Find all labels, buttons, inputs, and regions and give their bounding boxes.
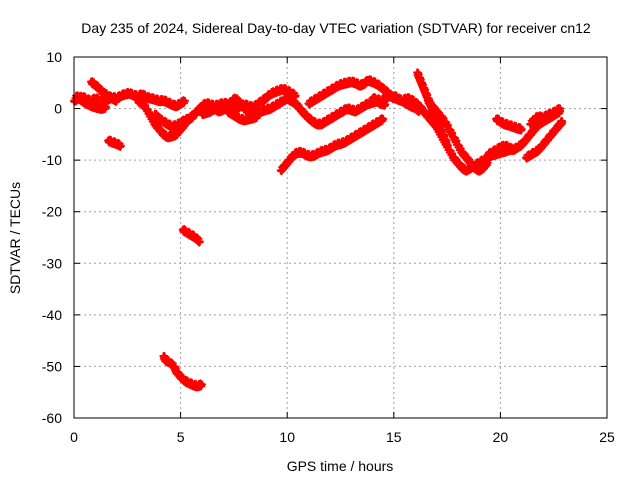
data-point xyxy=(116,141,126,150)
x-tick-label: 10 xyxy=(279,429,295,445)
series-arc-8 xyxy=(159,351,207,392)
data-point xyxy=(379,114,388,123)
data-point xyxy=(180,96,189,105)
data-point xyxy=(197,380,207,389)
y-tick-label: 10 xyxy=(46,49,62,65)
x-tick-label: 15 xyxy=(386,429,402,445)
series-arc-4 xyxy=(104,135,126,151)
y-tick-label: -20 xyxy=(42,204,62,220)
series-arc-12 xyxy=(276,114,388,176)
data-point xyxy=(555,104,565,113)
data-series xyxy=(69,68,567,392)
series-arc-6 xyxy=(150,109,198,132)
series-arc-7 xyxy=(178,225,204,247)
data-point xyxy=(517,125,526,134)
series-arc-11 xyxy=(223,106,262,126)
series-arc-22 xyxy=(526,103,565,129)
data-point xyxy=(112,96,121,105)
data-point xyxy=(483,158,492,167)
y-tick-label: -50 xyxy=(42,358,62,374)
x-tick-label: 25 xyxy=(599,429,615,445)
data-point xyxy=(189,112,198,121)
y-axis-label: SDTVAR / TECUs xyxy=(7,182,23,294)
plot-frame xyxy=(73,56,608,419)
y-tick-label: -10 xyxy=(42,152,62,168)
data-point xyxy=(253,112,262,121)
series-arc-18 xyxy=(423,96,492,176)
y-tick-label: -60 xyxy=(42,410,62,426)
x-axis-label: GPS time / hours xyxy=(287,458,394,474)
series-arc-2 xyxy=(72,91,111,114)
x-tick-label: 20 xyxy=(493,429,509,445)
data-point xyxy=(291,91,300,100)
y-tick-label: 0 xyxy=(54,101,62,117)
chart-title: Day 235 of 2024, Sidereal Day-to-day VTE… xyxy=(81,20,591,36)
axis-ticks: 0 5 10 15 20 25 10 0 -10 -20 -30 -40 -50 -60 xyxy=(42,49,615,445)
series-arc-3 xyxy=(86,77,121,107)
data-point xyxy=(443,140,452,149)
y-tick-label: -30 xyxy=(42,255,62,271)
y-tick-label: -40 xyxy=(42,307,62,323)
series-arc-21 xyxy=(521,116,567,163)
data-point xyxy=(195,237,204,246)
x-tick-label: 5 xyxy=(177,429,185,445)
x-tick-label: 0 xyxy=(70,429,78,445)
series-arc-19 xyxy=(492,114,526,135)
data-point xyxy=(101,102,111,112)
data-point xyxy=(558,117,567,126)
